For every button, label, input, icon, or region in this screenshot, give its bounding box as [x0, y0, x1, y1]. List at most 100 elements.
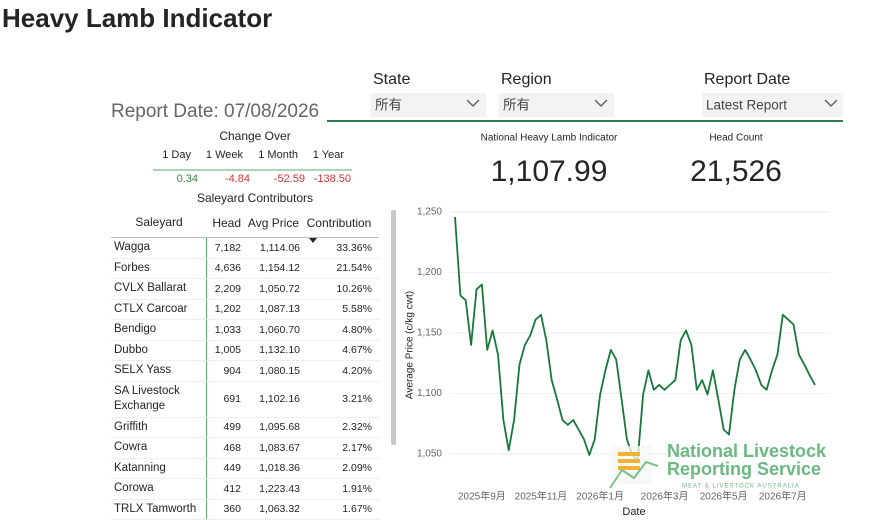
table-cell: 4.67% [342, 344, 372, 357]
y-tick-label: 1,050 [417, 448, 442, 459]
filter-value: 所有 [503, 98, 530, 113]
x-tick-label: 2026年5月 [700, 490, 748, 503]
table-row: Dubbo 1,005 1,132.10 4.67% [111, 340, 379, 361]
table-row: CTLX Carcoar 1,202 1,087.13 5.58% [111, 299, 379, 320]
table-cell: 1.91% [342, 482, 372, 495]
table-cell: 4.80% [342, 323, 372, 336]
sort-arrow[interactable] [309, 237, 317, 243]
logo-bar [618, 452, 640, 456]
column-header: Saleyard [135, 214, 183, 229]
x-tick-label: 2026年7月 [759, 490, 807, 503]
filter-label: Region [501, 71, 552, 88]
table-cell: 1,132.10 [259, 344, 300, 357]
logo-badge [612, 446, 652, 484]
y-axis-label: Average Price (c/kg cwt) [405, 291, 416, 399]
table-cell: 1,154.12 [259, 262, 300, 275]
dropdown-chevron [466, 99, 480, 107]
table-cell: 5.58% [342, 303, 372, 316]
table-cell: 468 [223, 441, 241, 454]
kpi-label: National Heavy Lamb Indicator [481, 133, 618, 144]
dropdown-chevron [824, 99, 838, 107]
filter-dropdown[interactable] [499, 93, 614, 117]
table-cell: 1,114.06 [259, 241, 300, 254]
x-axis-label: Date [622, 506, 645, 518]
table-cell: 360 [223, 503, 241, 516]
table-cell: 1,095.68 [259, 421, 300, 434]
table-row: Griffith 499 1,095.68 2.32% [111, 417, 379, 438]
table-cell: 2.32% [342, 421, 372, 434]
kpi-label: Head Count [709, 133, 763, 144]
column-header: Contribution [303, 216, 375, 243]
table-row: CVLX Ballarat 2,209 1,050.72 10.26% [111, 279, 379, 300]
change-value: 0.34 [177, 173, 198, 185]
price-line [454, 216, 816, 461]
filter-dropdown[interactable] [371, 93, 486, 117]
table-cell: CVLX Ballarat [111, 279, 207, 299]
report-date: Report Date: 07/08/2026 [111, 101, 319, 122]
filter-dropdown[interactable] [702, 93, 843, 117]
change-over-title: Change Over [219, 129, 290, 143]
column-header: Avg Price [247, 215, 300, 230]
table-row: Corowa 412 1,223.43 1.91% [111, 479, 379, 500]
table-cell: 2.17% [342, 441, 372, 454]
x-tick-label: 2026年1月 [576, 490, 624, 503]
table-cell: 1,087.13 [259, 303, 300, 316]
table-cell: 2,209 [214, 282, 241, 295]
table-cell: Wagga [111, 238, 207, 258]
table-row: Forbes 4,636 1,154.12 21.54% [111, 258, 379, 279]
table-cell: 904 [223, 364, 241, 377]
logo: National Livestock Reporting Service MEA… [609, 441, 827, 490]
table-cell: 2.09% [342, 462, 372, 475]
table-cell: 691 [223, 393, 241, 405]
y-tick-label: 1,150 [417, 328, 442, 339]
table-cell: 21.54% [336, 262, 372, 275]
table-cell: 412 [223, 482, 241, 495]
change-column: 1 Month [258, 149, 298, 161]
table-cell: 3.21% [342, 393, 372, 405]
table-cell: 1,060.70 [259, 323, 300, 336]
logo-tagline: MEAT & LIVESTOCK AUSTRALIA [682, 484, 800, 490]
table-row: Katanning 449 1,018.36 2.09% [111, 458, 379, 479]
change-value: -4.84 [225, 173, 250, 185]
table-row: SA Livestock Exchange 691 1,102.16 3.21% [111, 381, 379, 418]
filter-value: Latest Report [706, 98, 787, 113]
table-cell: 1,202 [214, 303, 241, 316]
table-cell: Griffith [111, 417, 207, 437]
filter-label: State [373, 71, 410, 88]
contributors-table: Saleyard Head Avg Price Contribution Wagga 7,… [111, 208, 379, 520]
table-cell: 449 [223, 462, 241, 475]
table-row: SELX Yass 904 1,080.15 4.20% [111, 361, 379, 382]
y-tick-label: 1,250 [417, 207, 442, 218]
kpi-value: 1,107.99 [491, 155, 608, 188]
filter-label: Report Date [704, 71, 790, 88]
change-column: 1 Day [162, 149, 191, 161]
table-cell: 1,083.67 [259, 441, 300, 454]
table-cell: Forbes [111, 258, 207, 278]
table-row: Wagga 7,182 1,114.06 33.36% [111, 238, 379, 259]
x-tick-label: 2026年3月 [641, 490, 689, 503]
change-column: 1 Year [313, 149, 345, 161]
table-row: TRLX Tamworth 360 1,063.32 1.67% [111, 499, 379, 520]
table-cell: TRLX Tamworth [111, 499, 207, 519]
table-cell: SELX Yass [111, 361, 207, 381]
table-cell: 4,636 [214, 262, 241, 275]
change-value: -52.59 [274, 173, 305, 185]
table-cell: 1,080.15 [259, 364, 300, 377]
table-row: Bendigo 1,033 1,060.70 4.80% [111, 320, 379, 341]
table-cell: Bendigo [111, 320, 207, 340]
scrollbar[interactable] [391, 210, 396, 445]
logo-line1: National Livestock [667, 441, 827, 461]
table-cell: Cowra [111, 438, 207, 458]
table-cell: CTLX Carcoar [111, 299, 207, 319]
logo-bar [618, 466, 640, 470]
table-cell: 499 [223, 421, 241, 434]
y-tick-label: 1,100 [417, 388, 442, 399]
table-cell: 1,050.72 [259, 282, 300, 295]
change-column: 1 Week [206, 149, 244, 161]
table-row: Cowra 468 1,083.67 2.17% [111, 438, 379, 459]
table-cell: 1,005 [214, 344, 241, 357]
change-value: -138.50 [314, 173, 351, 185]
table-cell: Dubbo [111, 340, 207, 360]
